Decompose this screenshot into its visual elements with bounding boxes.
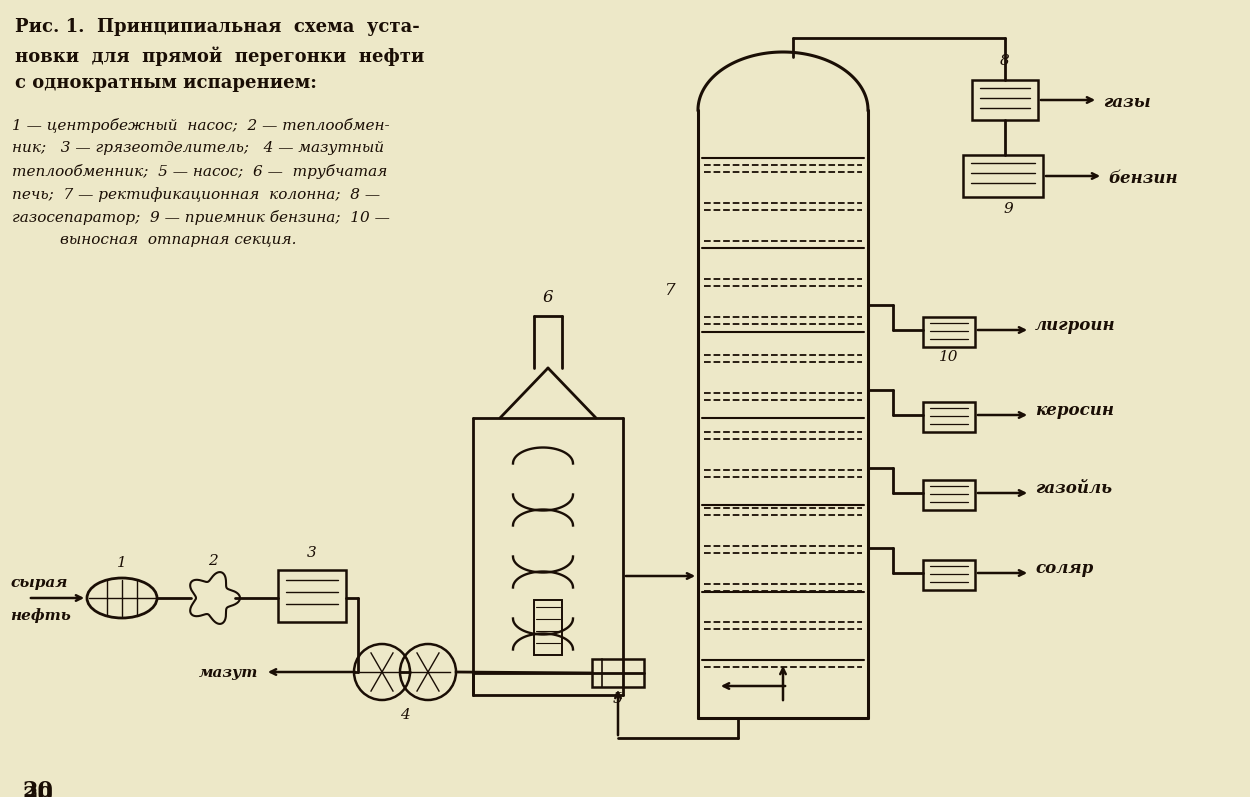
Bar [534, 600, 562, 655]
Text: 20: 20 [22, 780, 52, 797]
Text: 20: 20 [22, 785, 52, 797]
Bar [922, 402, 975, 432]
Bar [592, 659, 644, 687]
Text: сырая: сырая [10, 576, 68, 590]
Text: 1: 1 [118, 556, 127, 570]
Text: новки  для  прямой  перегонки  нефти: новки для прямой перегонки нефти [15, 46, 425, 65]
Text: газы: газы [1102, 94, 1151, 111]
Text: газосепаратор;  9 — приемник бензина;  10 —: газосепаратор; 9 — приемник бензина; 10 … [12, 210, 390, 225]
Text: 9: 9 [1003, 202, 1013, 216]
Text: 10: 10 [939, 350, 959, 364]
Text: 5: 5 [614, 692, 622, 706]
Text: газойль: газойль [1035, 480, 1112, 497]
Text: 6: 6 [542, 289, 554, 306]
Text: теплообменник;  5 — насос;  6 —  трубчатая: теплообменник; 5 — насос; 6 — трубчатая [12, 164, 388, 179]
Bar [922, 317, 975, 347]
Text: 8: 8 [1000, 54, 1010, 68]
Text: нефть: нефть [10, 608, 71, 623]
Text: печь;  7 — ректификационная  колонна;  8 —: печь; 7 — ректификационная колонна; 8 — [12, 187, 380, 202]
Text: 3: 3 [308, 546, 318, 560]
Text: 7: 7 [665, 281, 675, 299]
Bar [922, 480, 975, 510]
Bar [972, 80, 1038, 120]
Text: с однократным испарением:: с однократным испарением: [15, 74, 318, 92]
Text: лигроин: лигроин [1035, 317, 1116, 334]
Text: ник;   3 — грязеотделитель;   4 — мазутный: ник; 3 — грязеотделитель; 4 — мазутный [12, 141, 384, 155]
Bar [962, 155, 1042, 197]
Text: керосин: керосин [1035, 402, 1114, 419]
Text: соляр: соляр [1035, 560, 1094, 577]
Text: бензин: бензин [1108, 170, 1178, 187]
Bar [278, 570, 346, 622]
Text: 1 — центробежный  насос;  2 — теплообмен-: 1 — центробежный насос; 2 — теплообмен- [12, 118, 390, 133]
Text: 4: 4 [400, 708, 410, 722]
Text: мазут: мазут [199, 666, 258, 680]
Text: 2: 2 [208, 554, 217, 568]
Text: Рис. 1.  Принципиальная  схема  уста-: Рис. 1. Принципиальная схема уста- [15, 18, 420, 36]
Bar [922, 560, 975, 590]
Text: выносная  отпарная секция.: выносная отпарная секция. [60, 233, 296, 247]
